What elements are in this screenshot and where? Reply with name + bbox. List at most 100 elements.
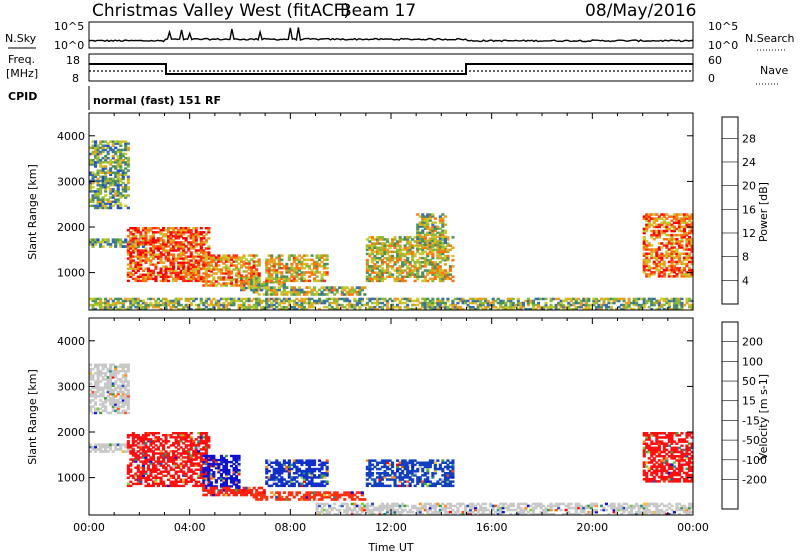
heatmap-cell (657, 264, 661, 268)
heatmap-cell (222, 303, 226, 307)
power-colorbar-label: Power [dB] (757, 182, 770, 242)
heatmap-cell (235, 299, 239, 303)
heatmap-cell (202, 264, 206, 267)
heatmap-cell (592, 303, 596, 307)
colorbar-tick-label: 28 (742, 132, 756, 145)
heatmap-cell (219, 489, 223, 492)
heatmap-cell (184, 478, 188, 481)
heatmap-cell (151, 239, 155, 242)
heatmap-cell (94, 363, 98, 367)
heatmap-cell (426, 231, 430, 234)
heatmap-cell (373, 263, 377, 266)
heatmap-cell (267, 305, 271, 309)
heatmap-cell (670, 307, 674, 311)
heatmap-cell (270, 281, 274, 284)
heatmap-cell (446, 299, 450, 303)
heatmap-cell (688, 303, 692, 307)
heatmap-cell (647, 297, 651, 301)
heatmap-cell (645, 219, 649, 222)
heatmap-cell (101, 150, 105, 154)
heatmap-cell (242, 286, 246, 290)
heatmap-cell (265, 480, 269, 483)
heatmap-cell (101, 175, 105, 179)
heatmap-cell (177, 297, 181, 301)
heatmap-cell (423, 246, 427, 249)
heatmap-cell (214, 266, 218, 269)
heatmap-cell (167, 440, 171, 443)
heatmap-cell (89, 392, 93, 396)
heatmap-cell (104, 303, 108, 307)
heatmap-cell (602, 297, 606, 301)
heatmap-cell (426, 239, 430, 243)
heatmap-cell (121, 169, 125, 172)
heatmap-cell (222, 493, 226, 497)
heatmap-cell (285, 275, 289, 278)
heatmap-cell (529, 301, 533, 305)
heatmap-cell (426, 297, 430, 301)
heatmap-cell (335, 297, 339, 301)
heatmap-cell (360, 303, 364, 307)
heatmap-cell (197, 233, 201, 236)
heatmap-cell (182, 241, 186, 244)
heatmap-cell (396, 242, 400, 245)
heatmap-cell (141, 476, 145, 479)
heatmap-cell (164, 259, 168, 262)
heatmap-cell (396, 256, 400, 260)
heatmap-cell (245, 262, 249, 265)
heatmap-cell (416, 247, 420, 251)
heatmap-cell (99, 198, 103, 201)
heatmap-cell (401, 263, 405, 266)
heatmap-cell (116, 378, 120, 381)
heatmap-cell (131, 482, 135, 486)
heatmap-cell (164, 229, 168, 232)
heatmap-cell (330, 288, 334, 292)
heatmap-cell (212, 305, 216, 309)
heatmap-cell (217, 493, 221, 497)
heatmap-cell (476, 297, 480, 301)
heatmap-cell (172, 263, 176, 266)
heatmap-cell (124, 369, 128, 373)
heatmap-cell (199, 432, 203, 435)
heatmap-cell (217, 264, 221, 267)
heatmap-cell (690, 307, 694, 311)
heatmap-cell (667, 275, 671, 278)
heatmap-cell (164, 235, 168, 238)
heatmap-cell (305, 474, 309, 477)
heatmap-cell (126, 392, 130, 396)
heatmap-cell (126, 251, 130, 254)
heatmap-cell (325, 273, 329, 276)
heatmap-cell (451, 279, 455, 283)
heatmap-cell (479, 299, 483, 303)
heatmap-cell (229, 264, 233, 267)
heatmap-cell (229, 297, 233, 301)
heatmap-cell (380, 258, 384, 262)
heatmap-cell (688, 215, 692, 218)
heatmap-cell (192, 267, 196, 270)
heatmap-cell (370, 277, 374, 281)
heatmap-cell (129, 245, 133, 248)
heatmap-cell (227, 282, 231, 285)
heatmap-cell (431, 269, 435, 272)
heatmap-cell (212, 493, 216, 497)
heatmap-cell (187, 243, 191, 246)
heatmap-cell (179, 277, 183, 281)
heatmap-cell (146, 482, 150, 486)
heatmap-cell (96, 384, 100, 387)
heatmap-cell (655, 225, 659, 229)
heatmap-cell (104, 238, 108, 242)
heatmap-cell (89, 183, 93, 187)
heatmap-cell (204, 452, 208, 455)
heatmap-cell (116, 372, 120, 375)
heatmap-cell (129, 273, 133, 276)
heatmap-cell (232, 477, 236, 480)
heatmap-cell (99, 395, 103, 398)
heatmap-cell (101, 405, 105, 408)
heatmap-cell (121, 194, 125, 197)
heatmap-cell (393, 250, 397, 254)
heatmap-cell (386, 305, 390, 309)
heatmap-cell (172, 227, 176, 230)
heatmap-cell (101, 445, 105, 449)
heatmap-cell (222, 254, 226, 257)
heatmap-cell (363, 303, 367, 307)
heatmap-cell (116, 192, 120, 195)
